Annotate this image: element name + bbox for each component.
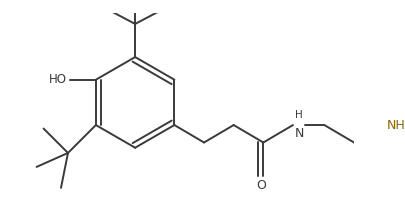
Text: O: O	[255, 179, 265, 192]
Text: NH₂: NH₂	[386, 119, 405, 131]
Text: H: H	[294, 110, 302, 120]
Text: N: N	[294, 127, 303, 140]
Text: HO: HO	[49, 73, 67, 86]
